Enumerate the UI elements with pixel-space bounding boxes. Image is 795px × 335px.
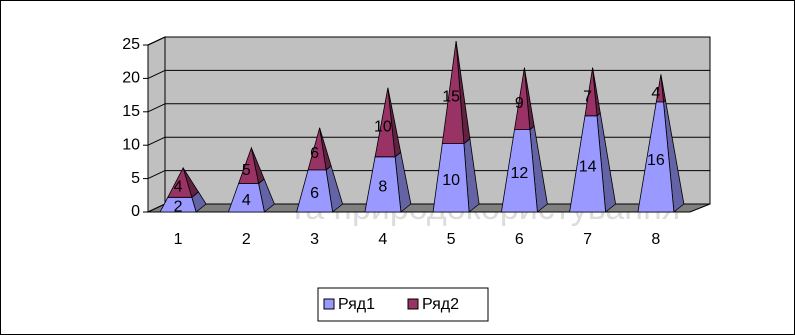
data-label: 5	[242, 162, 251, 179]
legend-swatch	[323, 298, 335, 310]
y-tick-label: 10	[122, 136, 140, 153]
pyramid-segment	[514, 67, 535, 131]
segment-front	[441, 40, 465, 145]
data-label: 4	[174, 178, 183, 195]
data-label: 15	[442, 88, 460, 105]
pyramid-segment	[296, 165, 344, 213]
data-label: 12	[510, 165, 528, 182]
x-tick-label: 8	[651, 231, 660, 248]
data-label: 4	[242, 192, 251, 209]
y-tick-label: 5	[131, 170, 140, 187]
pyramid-segment	[307, 127, 332, 171]
y-tick-label: 0	[131, 203, 140, 220]
data-label: 10	[374, 118, 392, 135]
pyramid-segment	[374, 87, 402, 158]
y-tick-label: 25	[122, 36, 140, 53]
pyramid-segment	[364, 151, 412, 213]
segment-front	[584, 67, 598, 117]
data-label: 7	[583, 88, 592, 105]
x-tick-label: 3	[310, 231, 319, 248]
y-tick-label: 20	[122, 70, 140, 87]
data-label: 6	[310, 145, 319, 162]
grid-line	[147, 103, 166, 113]
legend-label: Ряд1	[338, 296, 375, 313]
segment-front	[238, 146, 260, 184]
pyramid-segment	[584, 67, 601, 117]
data-label: 6	[310, 185, 319, 202]
grid-line	[147, 170, 166, 180]
data-label: 4	[651, 85, 660, 102]
data-label: 2	[174, 199, 183, 216]
segment-front	[655, 74, 664, 103]
legend-box	[317, 287, 489, 322]
x-tick-label: 1	[174, 231, 183, 248]
data-label: 10	[442, 172, 460, 189]
side-wall	[147, 36, 166, 213]
grid-line	[147, 136, 166, 146]
grid-line	[147, 69, 166, 79]
pyramid-segment	[238, 146, 265, 185]
x-tick-label: 6	[515, 231, 524, 248]
legend-swatch	[407, 298, 419, 310]
x-tick-label: 7	[583, 231, 592, 248]
data-label: 9	[515, 95, 524, 112]
x-tick-label: 5	[447, 231, 456, 248]
x-tick-label: 4	[378, 231, 387, 248]
plot-area	[147, 36, 711, 213]
segment-front	[514, 67, 531, 131]
segment-front	[307, 127, 327, 171]
x-tick-label: 2	[242, 231, 251, 248]
segment-front	[374, 87, 396, 158]
pyramid-segment	[167, 166, 200, 198]
pyramid-segment	[227, 178, 275, 213]
grid-line	[147, 36, 166, 46]
legend-label: Ряд2	[422, 296, 459, 313]
data-label: 14	[579, 158, 597, 175]
pyramid-segment	[655, 74, 666, 103]
y-tick-label: 15	[122, 103, 140, 120]
segment-front	[167, 166, 193, 198]
data-label: 16	[647, 152, 665, 169]
data-label: 8	[378, 178, 387, 195]
pyramid-segment	[441, 40, 471, 145]
